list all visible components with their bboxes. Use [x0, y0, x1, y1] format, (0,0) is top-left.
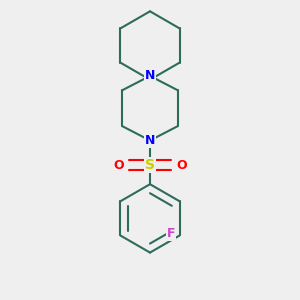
Text: S: S [145, 158, 155, 172]
Text: O: O [113, 159, 124, 172]
Text: F: F [167, 227, 175, 240]
Text: N: N [145, 134, 155, 147]
Text: N: N [145, 69, 155, 82]
Text: O: O [176, 159, 187, 172]
